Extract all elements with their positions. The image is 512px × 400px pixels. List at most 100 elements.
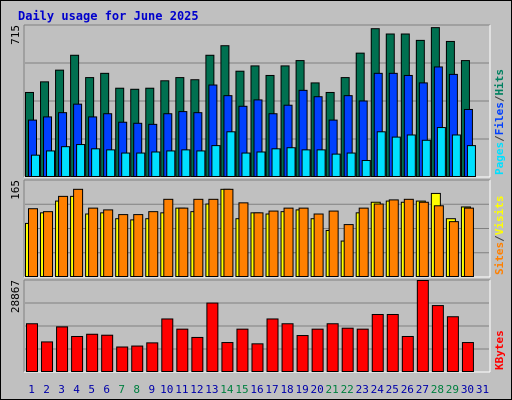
x-tick-label-28: 28 [431,383,444,396]
hits-panel-bar-pages-2 [46,150,56,178]
visits-panel-bar-sites-12 [193,198,204,277]
x-tick-label-17: 17 [265,383,278,396]
hits-panel-ymax-label: 715 [9,25,22,45]
kbytes-panel-bar-kbytes-16 [251,343,264,373]
x-tick-label-13: 13 [205,383,218,396]
hits-panel-bar-pages-14 [226,131,236,177]
visits-panel-bar-sites-27 [418,201,429,277]
kbytes-panel-bar-kbytes-30 [461,342,474,373]
hits-panel-bar-pages-13 [211,145,221,178]
x-tick-label-23: 23 [356,383,369,396]
x-tick-label-9: 9 [148,383,155,396]
x-tick-label-4: 4 [73,383,80,396]
visits-panel-bar-sites-14 [223,188,234,277]
visits-panel-bar-sites-11 [178,207,189,278]
x-tick-label-6: 6 [103,383,110,396]
hits-panel-bar-pages-8 [136,152,146,177]
kbytes-panel-bar-kbytes-14 [221,342,234,373]
kbytes-panel-bar-kbytes-7 [116,346,129,372]
hits-panel-legend: Pages/Files/Hits [493,69,506,175]
visits-panel-bar-sites-15 [238,202,249,278]
visits-panel-bar-sites-9 [148,211,159,277]
visits-panel-legend-item-2: Visits [493,196,506,236]
visits-panel-bar-sites-7 [118,214,129,277]
x-tick-label-29: 29 [446,383,459,396]
kbytes-panel-bar-kbytes-24 [371,313,384,373]
x-tick-label-3: 3 [58,383,65,396]
hits-panel-bar-pages-27 [421,139,431,177]
hits-panel-bar-pages-30 [466,145,476,178]
visits-panel-bar-sites-26 [403,198,414,277]
kbytes-panel-bar-kbytes-15 [236,328,249,373]
x-tick-label-8: 8 [133,383,140,396]
kbytes-panel-bar-kbytes-12 [191,336,204,372]
hits-panel-legend-item-0: Pages [493,142,506,175]
x-tick-label-26: 26 [401,383,414,396]
hits-panel-bar-pages-28 [436,127,446,178]
kbytes-panel-bar-kbytes-23 [356,328,369,373]
kbytes-panel-bar-kbytes-6 [101,334,114,373]
x-tick-label-1: 1 [28,383,35,396]
hits-panel-bar-pages-21 [331,153,341,178]
hits-panel-bar-pages-16 [256,151,266,178]
visits-panel-bar-sites-8 [133,214,144,277]
x-tick-label-31: 31 [476,383,489,396]
kbytes-panel-bar-kbytes-27 [416,280,429,372]
x-tick-label-5: 5 [88,383,95,396]
hits-panel-bar-pages-5 [91,148,101,178]
hits-panel-bar-pages-20 [316,149,326,177]
hits-panel-bar-pages-1 [31,154,40,177]
visits-panel-bar-sites-30 [463,207,474,278]
x-tick-label-10: 10 [160,383,173,396]
visits-panel-bar-sites-24 [373,203,384,277]
kbytes-panel-bar-kbytes-3 [56,326,69,373]
kbytes-panel-bar-kbytes-17 [266,318,279,372]
hits-panel-legend-item-4: Hits [493,69,506,96]
x-tick-label-15: 15 [235,383,248,396]
visits-panel-legend-item-1: / [493,235,506,242]
hits-panel-bar-pages-12 [196,150,206,178]
hits-panel-bar-pages-11 [181,149,191,177]
hits-panel-bar-pages-25 [391,136,401,178]
visits-panel-bar-sites-25 [388,199,399,277]
x-tick-label-11: 11 [175,383,188,396]
x-tick-label-30: 30 [461,383,474,396]
visits-panel-bar-sites-22 [343,224,354,278]
hits-panel-legend-item-2: Files [493,102,506,135]
visits-panel-ymax-label: 165 [9,180,22,200]
kbytes-panel-legend: KBytes [493,330,506,370]
x-tick-label-19: 19 [295,383,308,396]
x-tick-label-12: 12 [190,383,203,396]
hits-panel-bar-pages-4 [76,144,86,177]
x-tick-label-27: 27 [416,383,429,396]
hits-panel-legend-item-3: / [493,95,506,102]
x-tick-label-21: 21 [326,383,339,396]
hits-panel-bar-pages-10 [166,150,176,178]
x-tick-label-14: 14 [220,383,234,396]
x-tick-label-25: 25 [386,383,399,396]
hits-panel-bar-pages-26 [406,134,416,177]
hits-panel-bar-pages-18 [286,147,296,177]
visits-panel-bar-sites-16 [253,212,264,277]
kbytes-panel-ymax-label: 28867 [9,280,22,313]
kbytes-panel-bar-kbytes-4 [71,335,84,373]
hits-panel-bar-pages-7 [121,152,131,177]
hits-panel-legend-item-1: / [493,135,506,142]
kbytes-panel-bar-kbytes-29 [446,316,459,372]
visits-panel-bar-sites-6 [103,209,114,277]
kbytes-panel-bar-kbytes-25 [386,313,399,373]
kbytes-panel-bar-kbytes-10 [161,318,174,372]
hits-panel-bar-pages-22 [346,152,356,177]
visits-panel-bar-sites-19 [298,207,309,278]
hits-panel-bar-pages-17 [271,148,281,178]
visits-panel-legend: Sites/Visits [493,196,506,276]
hits-panel-bar-pages-15 [241,152,251,177]
kbytes-panel-bar-kbytes-5 [86,333,99,373]
visits-panel-bar-sites-4 [73,188,84,277]
kbytes-panel-bar-kbytes-22 [341,327,354,373]
kbytes-panel-bar-kbytes-2 [41,341,54,372]
visits-panel-bar-sites-18 [283,207,294,278]
x-tick-label-20: 20 [311,383,324,396]
x-tick-label-24: 24 [371,383,385,396]
hits-panel-bar-pages-23 [361,159,371,178]
